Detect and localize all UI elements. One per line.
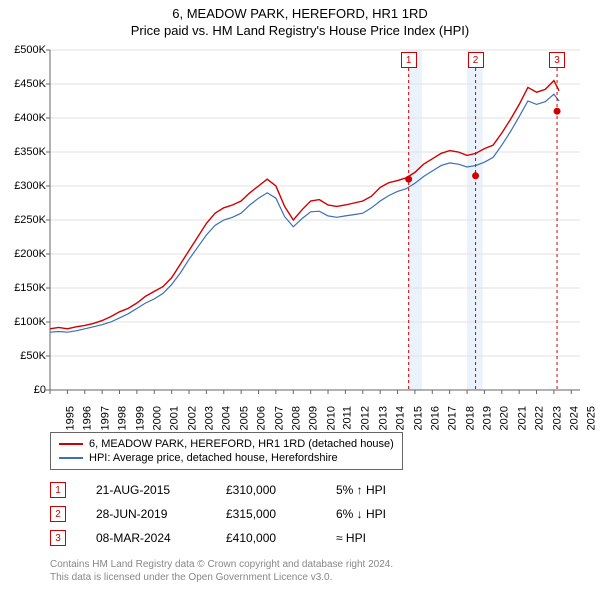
legend-item-hpi: HPI: Average price, detached house, Here… [59, 451, 394, 465]
legend-label: HPI: Average price, detached house, Here… [89, 452, 338, 464]
sale-marker-icon: 1 [50, 482, 66, 498]
table-row: 2 28-JUN-2019 £315,000 6% ↓ HPI [50, 502, 416, 526]
table-row: 3 08-MAR-2024 £410,000 ≈ HPI [50, 526, 416, 550]
sale-price: £410,000 [226, 531, 306, 545]
legend-swatch [59, 457, 83, 459]
footer-line: This data is licensed under the Open Gov… [50, 571, 393, 584]
footer-line: Contains HM Land Registry data © Crown c… [50, 558, 393, 571]
sale-delta: ≈ HPI [336, 531, 416, 545]
sale-price: £315,000 [226, 507, 306, 521]
legend-swatch [59, 443, 83, 445]
legend-label: 6, MEADOW PARK, HEREFORD, HR1 1RD (detac… [89, 438, 394, 450]
attribution-footer: Contains HM Land Registry data © Crown c… [50, 558, 393, 584]
price-chart [0, 0, 600, 420]
sale-marker-icon: 3 [50, 530, 66, 546]
sale-delta: 5% ↑ HPI [336, 483, 416, 497]
table-row: 1 21-AUG-2015 £310,000 5% ↑ HPI [50, 478, 416, 502]
sale-price: £310,000 [226, 483, 306, 497]
chart-container: 6, MEADOW PARK, HEREFORD, HR1 1RD Price … [0, 0, 600, 590]
legend-item-property: 6, MEADOW PARK, HEREFORD, HR1 1RD (detac… [59, 437, 394, 451]
sale-marker-on-plot: 2 [468, 52, 484, 68]
sale-date: 08-MAR-2024 [96, 531, 196, 545]
sale-marker-on-plot: 1 [401, 52, 417, 68]
sale-marker-on-plot: 3 [549, 52, 565, 68]
sale-date: 21-AUG-2015 [96, 483, 196, 497]
sale-delta: 6% ↓ HPI [336, 507, 416, 521]
sale-date: 28-JUN-2019 [96, 507, 196, 521]
sales-table: 1 21-AUG-2015 £310,000 5% ↑ HPI 2 28-JUN… [50, 478, 416, 550]
sale-marker-icon: 2 [50, 506, 66, 522]
legend: 6, MEADOW PARK, HEREFORD, HR1 1RD (detac… [50, 432, 403, 470]
